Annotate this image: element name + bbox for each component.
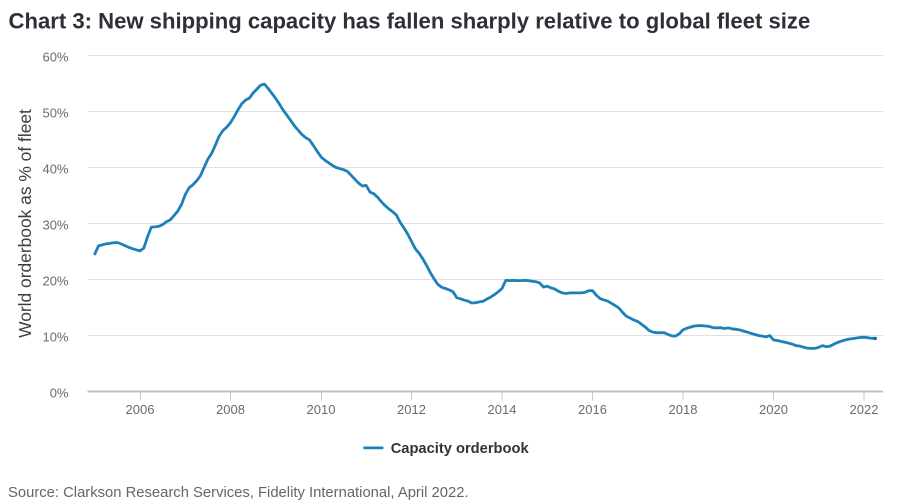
svg-text:Chart 3: New shipping capacity: Chart 3: New shipping capacity has falle…	[9, 9, 811, 34]
svg-text:2018: 2018	[669, 402, 698, 417]
svg-text:10%: 10%	[42, 330, 68, 345]
svg-text:40%: 40%	[42, 162, 68, 177]
svg-text:0%: 0%	[50, 386, 69, 401]
svg-text:2020: 2020	[759, 402, 788, 417]
svg-text:2016: 2016	[578, 402, 607, 417]
svg-text:50%: 50%	[42, 106, 68, 121]
svg-text:World orderbook as % of fleet: World orderbook as % of fleet	[15, 109, 35, 338]
svg-text:2010: 2010	[307, 402, 336, 417]
svg-text:60%: 60%	[42, 50, 68, 65]
svg-text:20%: 20%	[42, 274, 68, 289]
svg-text:2012: 2012	[397, 402, 426, 417]
svg-text:Capacity orderbook: Capacity orderbook	[391, 441, 530, 457]
svg-text:30%: 30%	[42, 218, 68, 233]
svg-text:2022: 2022	[850, 402, 879, 417]
svg-text:2008: 2008	[216, 402, 245, 417]
svg-text:2006: 2006	[126, 402, 155, 417]
svg-text:2014: 2014	[488, 402, 517, 417]
svg-text:Source: Clarkson Research Serv: Source: Clarkson Research Services, Fide…	[8, 485, 469, 501]
